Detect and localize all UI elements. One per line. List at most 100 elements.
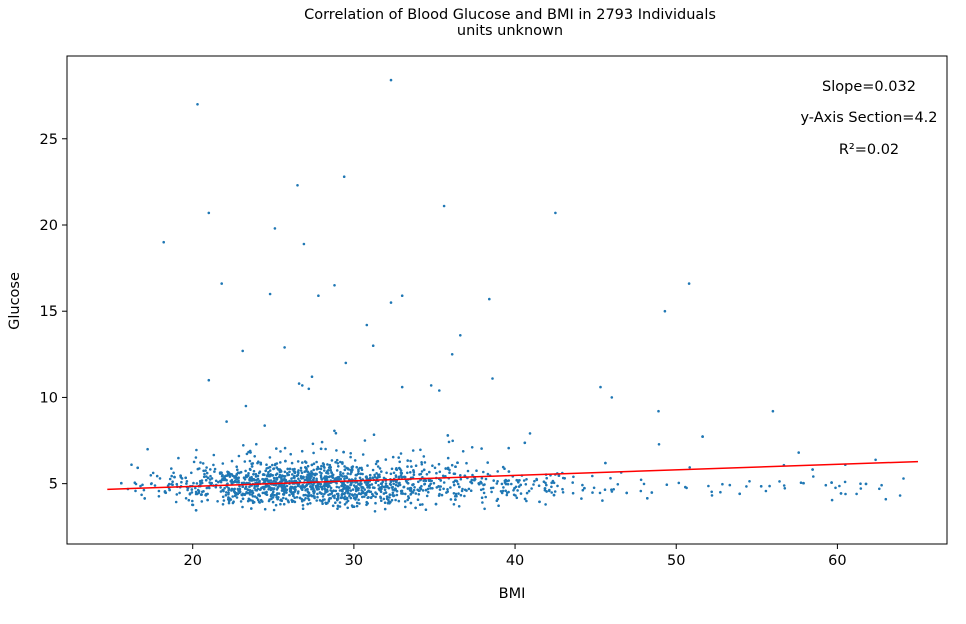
cluster-point — [157, 489, 161, 493]
cluster-point — [450, 463, 454, 467]
cluster-point — [134, 489, 137, 493]
cluster-point — [437, 462, 441, 466]
cluster-point — [213, 467, 217, 471]
cluster-point — [248, 485, 251, 489]
cluster-point — [398, 460, 402, 464]
cluster-point — [399, 469, 403, 472]
cluster-point — [265, 493, 269, 497]
cluster-point — [244, 487, 247, 490]
cluster-point — [251, 491, 255, 495]
cluster-point — [344, 487, 348, 490]
data-point — [371, 344, 375, 348]
cluster-point — [254, 475, 258, 478]
intercept-annotation: y-Axis Section=4.2 — [800, 110, 937, 126]
cluster-point — [339, 477, 343, 481]
cluster-point — [571, 481, 574, 484]
cluster-point — [430, 479, 433, 483]
data-point — [196, 103, 199, 106]
cluster-point — [262, 487, 266, 491]
cluster-point — [260, 486, 264, 489]
cluster-point — [429, 487, 433, 490]
cluster-point — [440, 493, 444, 497]
x-axis: 20 30 40 50 60 — [183, 544, 847, 569]
cluster-point — [319, 447, 323, 451]
cluster-point — [610, 488, 613, 492]
cluster-point — [321, 500, 324, 503]
cluster-point — [357, 468, 360, 471]
cluster-point — [251, 495, 255, 498]
data-point — [207, 378, 211, 382]
cluster-point — [428, 470, 431, 474]
cluster-point — [250, 462, 253, 466]
data-point — [146, 447, 149, 451]
cluster-point — [592, 486, 596, 490]
cluster-point — [382, 497, 386, 501]
cluster-point — [385, 485, 389, 489]
cluster-point — [838, 484, 841, 488]
cluster-point — [424, 479, 428, 483]
cluster-point — [333, 496, 336, 500]
cluster-point — [394, 498, 397, 502]
cluster-point — [338, 501, 342, 504]
cluster-point — [385, 497, 389, 501]
cluster-point — [335, 492, 339, 496]
cluster-point — [336, 507, 339, 511]
cluster-point — [335, 469, 339, 472]
cluster-point — [227, 491, 230, 495]
cluster-point — [311, 483, 315, 487]
cluster-point — [209, 468, 212, 471]
data-point — [902, 477, 905, 480]
cluster-point — [482, 470, 485, 474]
cluster-point — [293, 470, 297, 474]
cluster-point — [446, 434, 450, 437]
cluster-point — [416, 498, 420, 502]
cluster-point — [475, 469, 478, 473]
cluster-point — [496, 497, 500, 501]
cluster-point — [363, 439, 367, 442]
cluster-point — [313, 473, 316, 477]
cluster-point — [650, 491, 654, 494]
cluster-point — [158, 477, 162, 480]
cluster-point — [391, 455, 395, 459]
cluster-point — [335, 497, 339, 501]
cluster-point — [272, 467, 276, 470]
cluster-point — [342, 496, 346, 500]
cluster-point — [469, 489, 473, 493]
y-tick-label: 25 — [40, 132, 58, 148]
cluster-point — [467, 487, 471, 491]
cluster-point — [328, 497, 331, 500]
cluster-point — [665, 483, 669, 487]
cluster-point — [200, 481, 204, 485]
cluster-point — [355, 473, 358, 477]
cluster-point — [287, 500, 290, 504]
cluster-point — [500, 482, 504, 486]
cluster-point — [283, 446, 287, 450]
cluster-point — [235, 496, 239, 499]
cluster-point — [233, 476, 236, 479]
cluster-point — [364, 493, 368, 497]
cluster-point — [252, 469, 256, 473]
cluster-point — [361, 490, 365, 494]
cluster-point — [282, 496, 285, 500]
cluster-point — [496, 470, 500, 473]
plot-area-frame — [66, 55, 948, 545]
y-tick-label: 5 — [49, 477, 58, 493]
cluster-point — [296, 470, 300, 474]
cluster-point — [782, 484, 786, 487]
cluster-point — [417, 493, 421, 496]
cluster-point — [175, 482, 179, 486]
cluster-point — [345, 475, 348, 478]
cluster-point — [245, 452, 249, 456]
cluster-point — [677, 481, 681, 485]
cluster-point — [378, 467, 382, 470]
cluster-point — [227, 501, 231, 505]
cluster-point — [745, 485, 748, 488]
cluster-point — [397, 456, 401, 459]
chart-title: Correlation of Blood Glucose and BMI in … — [304, 7, 716, 23]
cluster-point — [195, 448, 198, 452]
cluster-point — [604, 461, 607, 465]
cluster-point — [190, 491, 194, 494]
data-point — [459, 334, 462, 337]
cluster-point — [329, 486, 333, 490]
cluster-point — [301, 483, 305, 487]
